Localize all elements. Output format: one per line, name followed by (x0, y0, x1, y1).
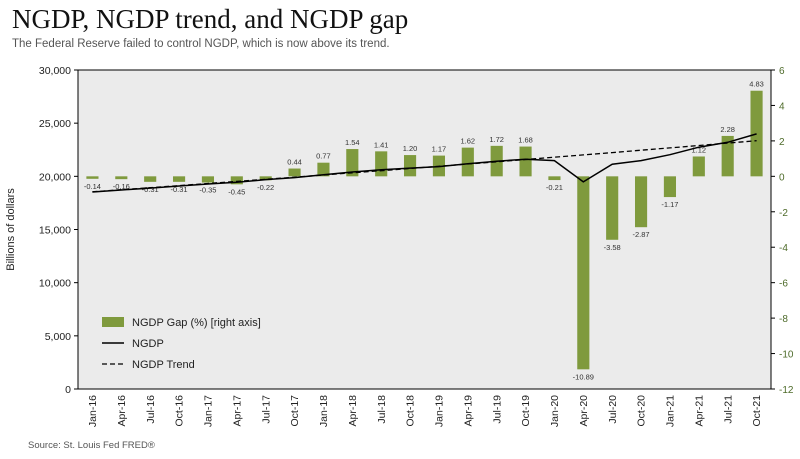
x-tick-label: Jan-16 (87, 395, 99, 427)
left-tick-label: 15,000 (39, 225, 71, 237)
x-tick-label: Jul-19 (491, 395, 503, 424)
left-tick-label: 0 (65, 384, 71, 396)
x-tick-label: Jul-17 (260, 395, 272, 424)
x-tick-label: Apr-18 (347, 395, 359, 427)
right-tick-label: -2 (779, 208, 788, 219)
x-tick-label: Oct-20 (636, 395, 648, 427)
gap-data-label: -0.31 (142, 185, 159, 194)
x-tick-label: Oct-18 (405, 395, 417, 427)
legend-label-ngdp: NGDP (132, 338, 164, 350)
gap-bar (663, 176, 677, 198)
gap-data-label: -2.87 (633, 230, 650, 239)
gap-data-label: 1.62 (461, 137, 476, 146)
gap-data-label: -0.21 (546, 183, 563, 192)
gap-bar (201, 176, 215, 183)
gap-bar (461, 147, 474, 177)
gap-data-label: -3.58 (604, 243, 621, 252)
gap-data-label: 1.72 (489, 135, 504, 144)
gap-data-label: 0.77 (316, 152, 331, 161)
gap-bar (230, 176, 243, 185)
right-tick-label: -8 (779, 314, 788, 325)
gap-data-label: -0.45 (228, 187, 245, 196)
gap-bar (375, 151, 388, 177)
gap-data-label: -10.89 (573, 372, 594, 381)
ngdp-line (92, 133, 757, 193)
left-tick-label: 30,000 (39, 65, 71, 77)
chart-subtitle: The Federal Reserve failed to control NG… (12, 38, 390, 50)
right-tick-label: -6 (779, 279, 788, 290)
gap-bar (548, 176, 561, 181)
x-tick-label: Jan-17 (203, 395, 215, 427)
legend-swatch-gap (102, 317, 124, 327)
x-tick-label: Jul-21 (722, 395, 734, 424)
gap-data-label: -0.35 (199, 186, 216, 195)
x-tick-label: Jan-18 (318, 395, 330, 427)
x-tick-label: Jul-18 (376, 395, 388, 424)
gap-bar (577, 176, 590, 370)
x-tick-label: Jan-21 (665, 395, 677, 427)
gap-data-label: 1.17 (432, 145, 447, 154)
x-tick-label: Jan-20 (549, 395, 561, 427)
source-note: Source: St. Louis Fed FRED® (28, 440, 155, 451)
left-axis-title: Billions of dollars (5, 188, 17, 271)
gap-data-label: -0.14 (84, 182, 101, 191)
gap-data-label: 1.54 (345, 138, 360, 147)
right-tick-label: 0 (779, 172, 785, 183)
x-tick-label: Oct-16 (174, 395, 186, 427)
gap-bar (172, 176, 186, 182)
gap-bar (317, 162, 330, 177)
right-tick-label: 4 (779, 101, 785, 112)
x-tick-label: Apr-16 (116, 395, 128, 427)
gap-bar (634, 176, 648, 228)
gap-bar (288, 168, 301, 177)
chart-title: NGDP, NGDP trend, and NGDP gap (12, 4, 409, 34)
x-tick-label: Apr-20 (578, 395, 590, 427)
x-tick-label: Oct-19 (520, 395, 532, 427)
left-tick-label: 5,000 (45, 331, 71, 343)
right-tick-label: -10 (779, 350, 794, 361)
left-tick-label: 10,000 (39, 278, 71, 290)
gap-bar (115, 176, 128, 180)
gap-data-label: 1.68 (518, 136, 533, 145)
left-tick-label: 20,000 (39, 171, 71, 183)
gap-data-label: 1.12 (692, 145, 707, 154)
gap-data-label: 4.83 (749, 80, 764, 89)
gap-bar (750, 90, 763, 177)
plot-area (78, 70, 771, 389)
gap-bar (721, 135, 734, 177)
gap-data-label: 0.44 (287, 158, 302, 167)
gap-bar (86, 176, 99, 179)
x-tick-label: Oct-21 (751, 395, 763, 427)
right-tick-label: 6 (779, 66, 785, 77)
gap-data-label: -0.31 (171, 185, 188, 194)
legend-label-trend: NGDP Trend (132, 359, 195, 371)
gap-bar (259, 176, 272, 181)
x-tick-label: Apr-17 (231, 395, 243, 427)
x-tick-label: Apr-21 (693, 395, 705, 427)
right-tick-label: -12 (779, 385, 794, 396)
x-tick-label: Jul-16 (145, 395, 157, 424)
gap-bar (144, 176, 157, 182)
right-tick-label: 2 (779, 137, 785, 148)
gap-data-label: 1.41 (374, 140, 389, 149)
gap-bar (403, 155, 417, 177)
left-tick-label: 25,000 (39, 118, 71, 130)
x-tick-label: Jan-19 (434, 395, 446, 427)
gap-data-label: -1.17 (661, 200, 678, 209)
gap-bar (346, 149, 359, 177)
x-tick-label: Oct-17 (289, 395, 301, 427)
legend-label-gap: NGDP Gap (%) [right axis] (132, 317, 261, 329)
right-tick-label: -4 (779, 243, 788, 254)
x-tick-label: Apr-19 (462, 395, 474, 427)
gap-bar (692, 156, 705, 177)
gap-data-label: 1.20 (403, 144, 418, 153)
gap-data-label: 2.28 (720, 125, 735, 134)
x-tick-label: Jul-20 (607, 395, 619, 424)
gap-data-label: -0.22 (257, 183, 274, 192)
gap-data-label: -0.16 (113, 182, 130, 191)
gap-bar (519, 146, 532, 177)
gap-bar (606, 176, 619, 240)
